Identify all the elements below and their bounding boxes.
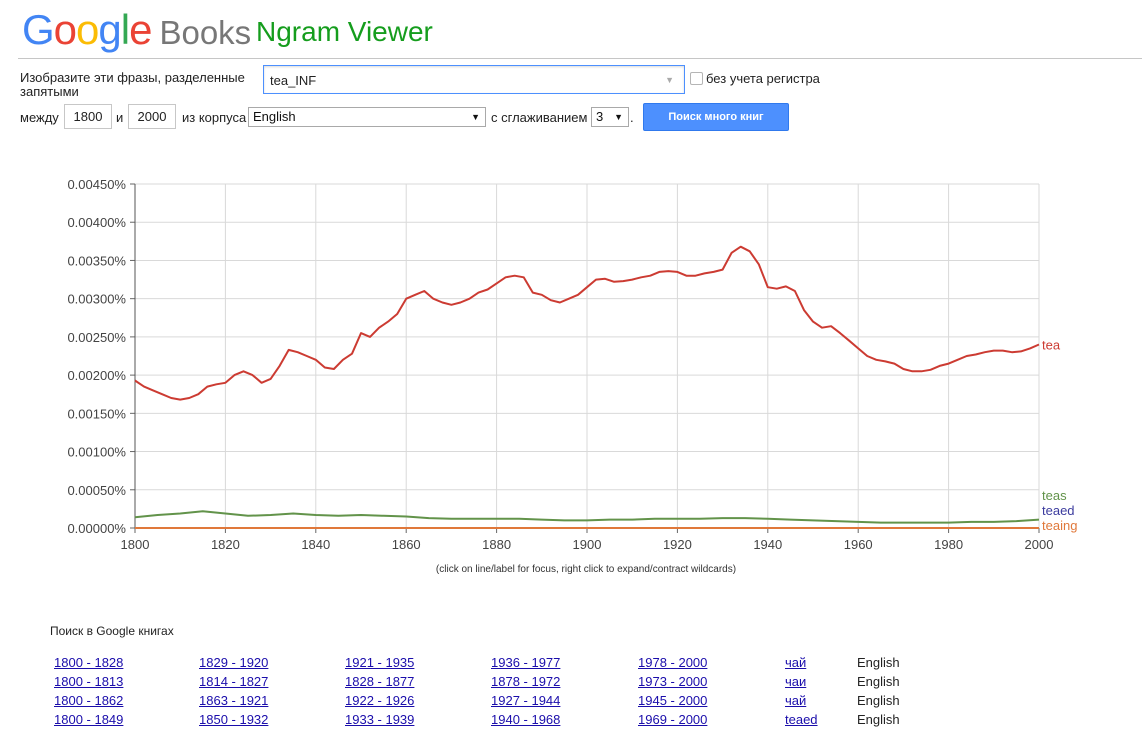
books-range-link[interactable]: 1878 - 1972 — [491, 674, 561, 689]
y-tick-label: 0.00450% — [67, 177, 126, 192]
books-range-link[interactable]: 1850 - 1932 — [199, 712, 269, 727]
series-line-tea[interactable] — [134, 245, 1040, 401]
x-tick-label: 1800 — [121, 537, 150, 552]
books-language: English — [857, 712, 900, 727]
y-tick-label: 0.00350% — [67, 253, 126, 268]
between-label: между — [20, 110, 59, 125]
corpus-label: из корпуса — [182, 110, 247, 125]
period-text: . — [630, 110, 634, 125]
y-tick-label: 0.00000% — [67, 521, 126, 536]
y-tick-label: 0.00300% — [67, 292, 126, 307]
books-term-link[interactable]: teaed — [785, 712, 818, 727]
case-insensitive-checkbox[interactable] — [690, 72, 703, 85]
books-wordmark: Books — [159, 14, 252, 51]
books-range-link[interactable]: 1945 - 2000 — [638, 693, 708, 708]
header-divider — [18, 58, 1142, 59]
query-label: Изобразите эти фразы, разделенные запяты… — [20, 70, 245, 99]
y-tick-label: 0.00100% — [67, 445, 126, 460]
books-range-link[interactable]: 1933 - 1939 — [345, 712, 415, 727]
books-range-link[interactable]: 1800 - 1849 — [54, 712, 124, 727]
books-range-link[interactable]: 1922 - 1926 — [345, 693, 415, 708]
page-title: Ngram Viewer — [256, 16, 433, 47]
x-tick-label: 1940 — [753, 537, 782, 552]
y-tick-label: 0.00050% — [67, 483, 126, 498]
books-range-link[interactable]: 1973 - 2000 — [638, 674, 708, 689]
y-tick-label: 0.00250% — [67, 330, 126, 345]
x-tick-label: 1820 — [211, 537, 240, 552]
chart-hint: (click on line/label for focus, right cl… — [435, 564, 737, 575]
books-range-link[interactable]: 1800 - 1862 — [54, 693, 124, 708]
books-range-link[interactable]: 1863 - 1921 — [199, 693, 269, 708]
chart-grid — [134, 183, 1040, 529]
x-tick-label: 1880 — [482, 537, 511, 552]
books-range-link[interactable]: 1978 - 2000 — [638, 655, 708, 670]
ngram-chart[interactable]: 0.00000% 0.00050% 0.00100% 0.00150% 0.00200%… — [0, 165, 1142, 560]
y-tick-label: 0.00150% — [67, 406, 126, 421]
x-tick-label: 1860 — [392, 537, 421, 552]
case-insensitive-label: без учета регистра — [706, 71, 820, 86]
books-range-link[interactable]: 1829 - 1920 — [199, 655, 269, 670]
series-label-teaed[interactable]: teaed — [1042, 503, 1075, 518]
books-range-link[interactable]: 1927 - 1944 — [491, 693, 561, 708]
smoothing-select[interactable]: 3 ▼ — [591, 107, 629, 127]
year-start-input[interactable]: 1800 — [64, 104, 112, 129]
chart-axes — [130, 183, 1040, 533]
books-range-link[interactable]: 1800 - 1828 — [54, 655, 124, 670]
smoothing-label: с сглаживанием — [491, 110, 588, 125]
books-range-link[interactable]: 1921 - 1935 — [345, 655, 415, 670]
x-tick-label: 1840 — [301, 537, 330, 552]
google-wordmark: Google — [22, 6, 152, 53]
books-range-link[interactable]: 1969 - 2000 — [638, 712, 708, 727]
year-end-input[interactable]: 2000 — [128, 104, 176, 129]
y-tick-labels: 0.00000% 0.00050% 0.00100% 0.00150% 0.00200%… — [67, 177, 126, 536]
series-label-teaing[interactable]: teaing — [1042, 518, 1077, 533]
x-tick-label: 1960 — [844, 537, 873, 552]
books-range-link[interactable]: 1800 - 1813 — [54, 674, 124, 689]
x-tick-label: 1900 — [573, 537, 602, 552]
books-term-link[interactable]: чай — [785, 655, 807, 670]
books-language: English — [857, 655, 900, 670]
books-range-link[interactable]: 1828 - 1877 — [345, 674, 415, 689]
books-range-link[interactable]: 1936 - 1977 — [491, 655, 561, 670]
books-term-link[interactable]: чай — [785, 693, 807, 708]
chevron-down-icon: ▼ — [471, 112, 480, 122]
books-language: English — [857, 674, 900, 689]
books-search-heading: Поиск в Google книгах — [50, 624, 174, 638]
x-tick-label: 1920 — [663, 537, 692, 552]
chevron-down-icon: ▼ — [614, 112, 623, 122]
series-line-teas[interactable] — [134, 510, 1040, 524]
x-tick-label: 1980 — [934, 537, 963, 552]
y-tick-label: 0.00400% — [67, 215, 126, 230]
smoothing-select-value: 3 — [596, 109, 604, 124]
x-tick-label: 2000 — [1025, 537, 1054, 552]
x-tick-labels: 1800 1820 1840 1860 1880 1900 1920 1940 1960 1980… — [121, 537, 1054, 552]
query-box[interactable]: ▼ — [263, 65, 685, 94]
corpus-select[interactable]: English ▼ — [248, 107, 486, 127]
series-lines — [134, 245, 1040, 529]
books-range-link[interactable]: 1814 - 1827 — [199, 674, 269, 689]
search-books-button[interactable]: Поиск много книг — [643, 103, 789, 131]
dropdown-arrow-icon[interactable]: ▼ — [665, 75, 674, 85]
books-range-link[interactable]: 1940 - 1968 — [491, 712, 561, 727]
books-language: English — [857, 693, 900, 708]
series-label-teas[interactable]: teas — [1042, 488, 1067, 503]
and-label: и — [116, 110, 124, 125]
google-books-logo[interactable]: Google Books — [22, 8, 251, 52]
series-label-tea[interactable]: tea — [1042, 338, 1061, 353]
query-input[interactable] — [270, 71, 650, 89]
y-tick-label: 0.00200% — [67, 368, 126, 383]
books-term-link[interactable]: чаи — [785, 674, 807, 689]
corpus-select-value: English — [253, 109, 296, 124]
